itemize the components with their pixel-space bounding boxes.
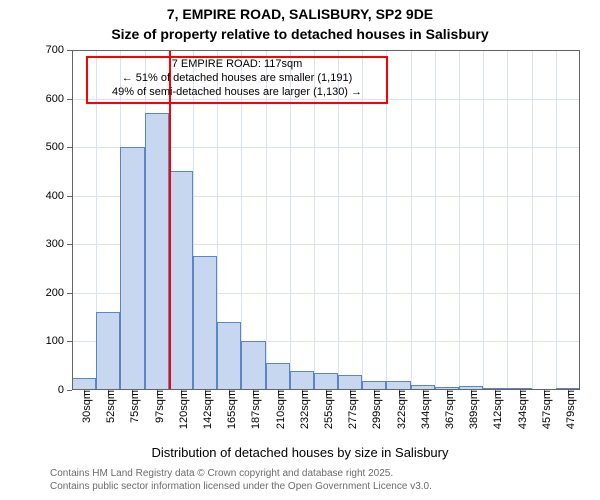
x-axis-label: Distribution of detached houses by size … — [0, 445, 600, 460]
x-tick-label: 389sqm — [462, 390, 480, 429]
x-tick-label: 479sqm — [559, 390, 577, 429]
x-gridline — [507, 50, 508, 390]
histogram-bar — [169, 171, 193, 390]
chart-container: 7, EMPIRE ROAD, SALISBURY, SP2 9DE Size … — [0, 0, 600, 500]
histogram-bar — [386, 381, 410, 390]
histogram-bar — [145, 113, 169, 390]
y-tick-label: 0 — [58, 384, 72, 396]
x-tick-label: 165sqm — [220, 390, 238, 429]
x-gridline — [483, 50, 484, 390]
x-tick-label: 322sqm — [390, 390, 408, 429]
histogram-bar — [314, 373, 338, 390]
x-tick-label: 210sqm — [269, 390, 287, 429]
histogram-bar — [338, 375, 362, 390]
histogram-bar — [72, 378, 96, 390]
y-tick-label: 100 — [46, 335, 72, 347]
x-tick-label: 344sqm — [414, 390, 432, 429]
x-gridline — [532, 50, 533, 390]
x-tick-label: 412sqm — [486, 390, 504, 429]
x-tick-label: 187sqm — [244, 390, 262, 429]
x-tick-label: 367sqm — [438, 390, 456, 429]
x-tick-label: 52sqm — [99, 390, 117, 423]
y-tick-label: 700 — [46, 44, 72, 56]
histogram-bar — [96, 312, 120, 390]
histogram-bar — [120, 147, 144, 390]
x-tick-label: 30sqm — [75, 390, 93, 423]
x-gridline — [556, 50, 557, 390]
chart-title-main: 7, EMPIRE ROAD, SALISBURY, SP2 9DE — [0, 6, 600, 22]
credit-line-1: Contains HM Land Registry data © Crown c… — [50, 468, 432, 481]
annotation-line-3: 49% of semi-detached houses are larger (… — [88, 86, 386, 100]
credit-line-2: Contains public sector information licen… — [50, 481, 432, 494]
annotation-line-2: ← 51% of detached houses are smaller (1,… — [88, 72, 386, 86]
x-tick-label: 434sqm — [511, 390, 529, 429]
plot-area: 010020030040050060070030sqm52sqm75sqm97s… — [72, 50, 580, 390]
histogram-bar — [266, 363, 290, 390]
histogram-bar — [217, 322, 241, 390]
histogram-bar — [241, 341, 265, 390]
y-tick-label: 400 — [46, 190, 72, 202]
x-tick-label: 75sqm — [123, 390, 141, 423]
x-tick-label: 457sqm — [535, 390, 553, 429]
x-gridline — [459, 50, 460, 390]
chart-title-sub: Size of property relative to detached ho… — [0, 26, 600, 42]
x-tick-label: 97sqm — [148, 390, 166, 423]
x-gridline — [435, 50, 436, 390]
x-tick-label: 299sqm — [365, 390, 383, 429]
histogram-bar — [193, 256, 217, 390]
x-tick-label: 255sqm — [317, 390, 335, 429]
y-tick-label: 200 — [46, 287, 72, 299]
x-tick-label: 232sqm — [293, 390, 311, 429]
histogram-bar — [362, 381, 386, 390]
x-gridline — [411, 50, 412, 390]
y-tick-label: 300 — [46, 238, 72, 250]
x-tick-label: 120sqm — [172, 390, 190, 429]
y-tick-label: 600 — [46, 93, 72, 105]
annotation-line-1: 7 EMPIRE ROAD: 117sqm — [88, 58, 386, 72]
credit-text: Contains HM Land Registry data © Crown c… — [50, 468, 432, 493]
x-tick-label: 142sqm — [196, 390, 214, 429]
histogram-bar — [290, 371, 314, 390]
y-tick-label: 500 — [46, 141, 72, 153]
x-tick-label: 277sqm — [341, 390, 359, 429]
annotation-box: 7 EMPIRE ROAD: 117sqm← 51% of detached h… — [86, 56, 388, 104]
